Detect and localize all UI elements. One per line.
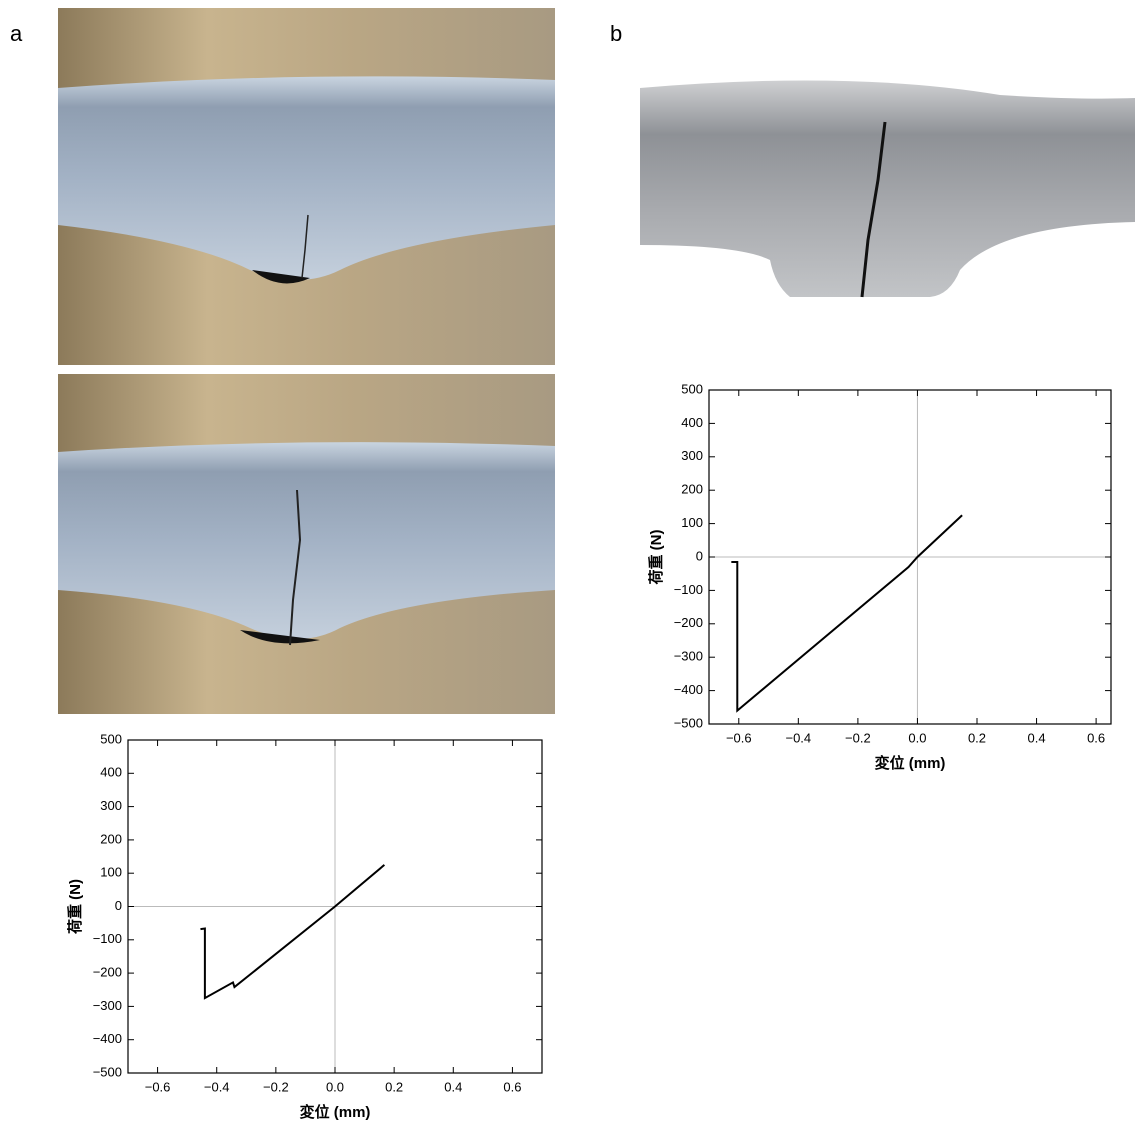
x-tick-label: 0.0 [908, 730, 926, 745]
x-tick-label: 0.2 [968, 730, 986, 745]
y-tick-label: 0 [696, 548, 703, 563]
y-axis-label: 荷重 (N) [66, 879, 84, 934]
x-tick-label: 0.4 [444, 1079, 462, 1094]
y-tick-label: 400 [681, 415, 703, 430]
y-tick-label: −500 [674, 715, 703, 730]
y-tick-label: 0 [115, 898, 122, 913]
data-line [200, 864, 386, 1000]
x-tick-label: −0.2 [845, 730, 871, 745]
y-tick-label: 100 [681, 515, 703, 530]
plot-frame [708, 389, 1112, 725]
y-tick-label: 500 [681, 381, 703, 396]
x-tick-label: 0.4 [1028, 730, 1046, 745]
y-tick-label: −400 [93, 1031, 122, 1046]
photo [58, 8, 555, 365]
plot-frame [127, 739, 543, 1074]
photo [640, 80, 1135, 298]
charts: −0.6 −0.4 −0.2 0.0 0.2 0.4 0.6 −500 −400 −300 −200… [66, 381, 1112, 1121]
data-line [731, 514, 963, 713]
y-axis-label: 荷重 (N) [647, 530, 665, 585]
y-tick-label: −100 [93, 931, 122, 946]
y-tick-label: −400 [674, 682, 703, 697]
panel-label: a [10, 21, 23, 46]
y-tick-label: −200 [93, 965, 122, 980]
x-axis-label: 変位 (mm) [300, 1103, 371, 1121]
y-tick-label: −200 [674, 615, 703, 630]
x-tick-label: −0.2 [263, 1079, 289, 1094]
x-tick-label: −0.4 [785, 730, 811, 745]
y-tick-label: 200 [100, 831, 122, 846]
panel-label: b [610, 21, 622, 46]
y-tick-label: 300 [681, 448, 703, 463]
y-tick-label: 400 [100, 765, 122, 780]
y-tick-label: −300 [93, 998, 122, 1013]
x-tick-label: −0.4 [204, 1079, 230, 1094]
x-tick-label: −0.6 [145, 1079, 171, 1094]
y-tick-label: −500 [93, 1064, 122, 1079]
y-tick-label: −100 [674, 582, 703, 597]
y-tick-label: 300 [100, 798, 122, 813]
x-axis-label: 変位 (mm) [875, 754, 946, 772]
x-tick-label: 0.6 [1087, 730, 1105, 745]
x-tick-label: −0.6 [726, 730, 752, 745]
y-tick-label: 200 [681, 482, 703, 497]
y-tick-label: −300 [674, 649, 703, 664]
y-tick-label: 100 [100, 865, 122, 880]
y-tick-label: 500 [100, 731, 122, 746]
x-tick-label: 0.2 [385, 1079, 403, 1094]
photo [58, 374, 555, 714]
x-tick-label: 0.6 [503, 1079, 521, 1094]
x-tick-label: 0.0 [326, 1079, 344, 1094]
